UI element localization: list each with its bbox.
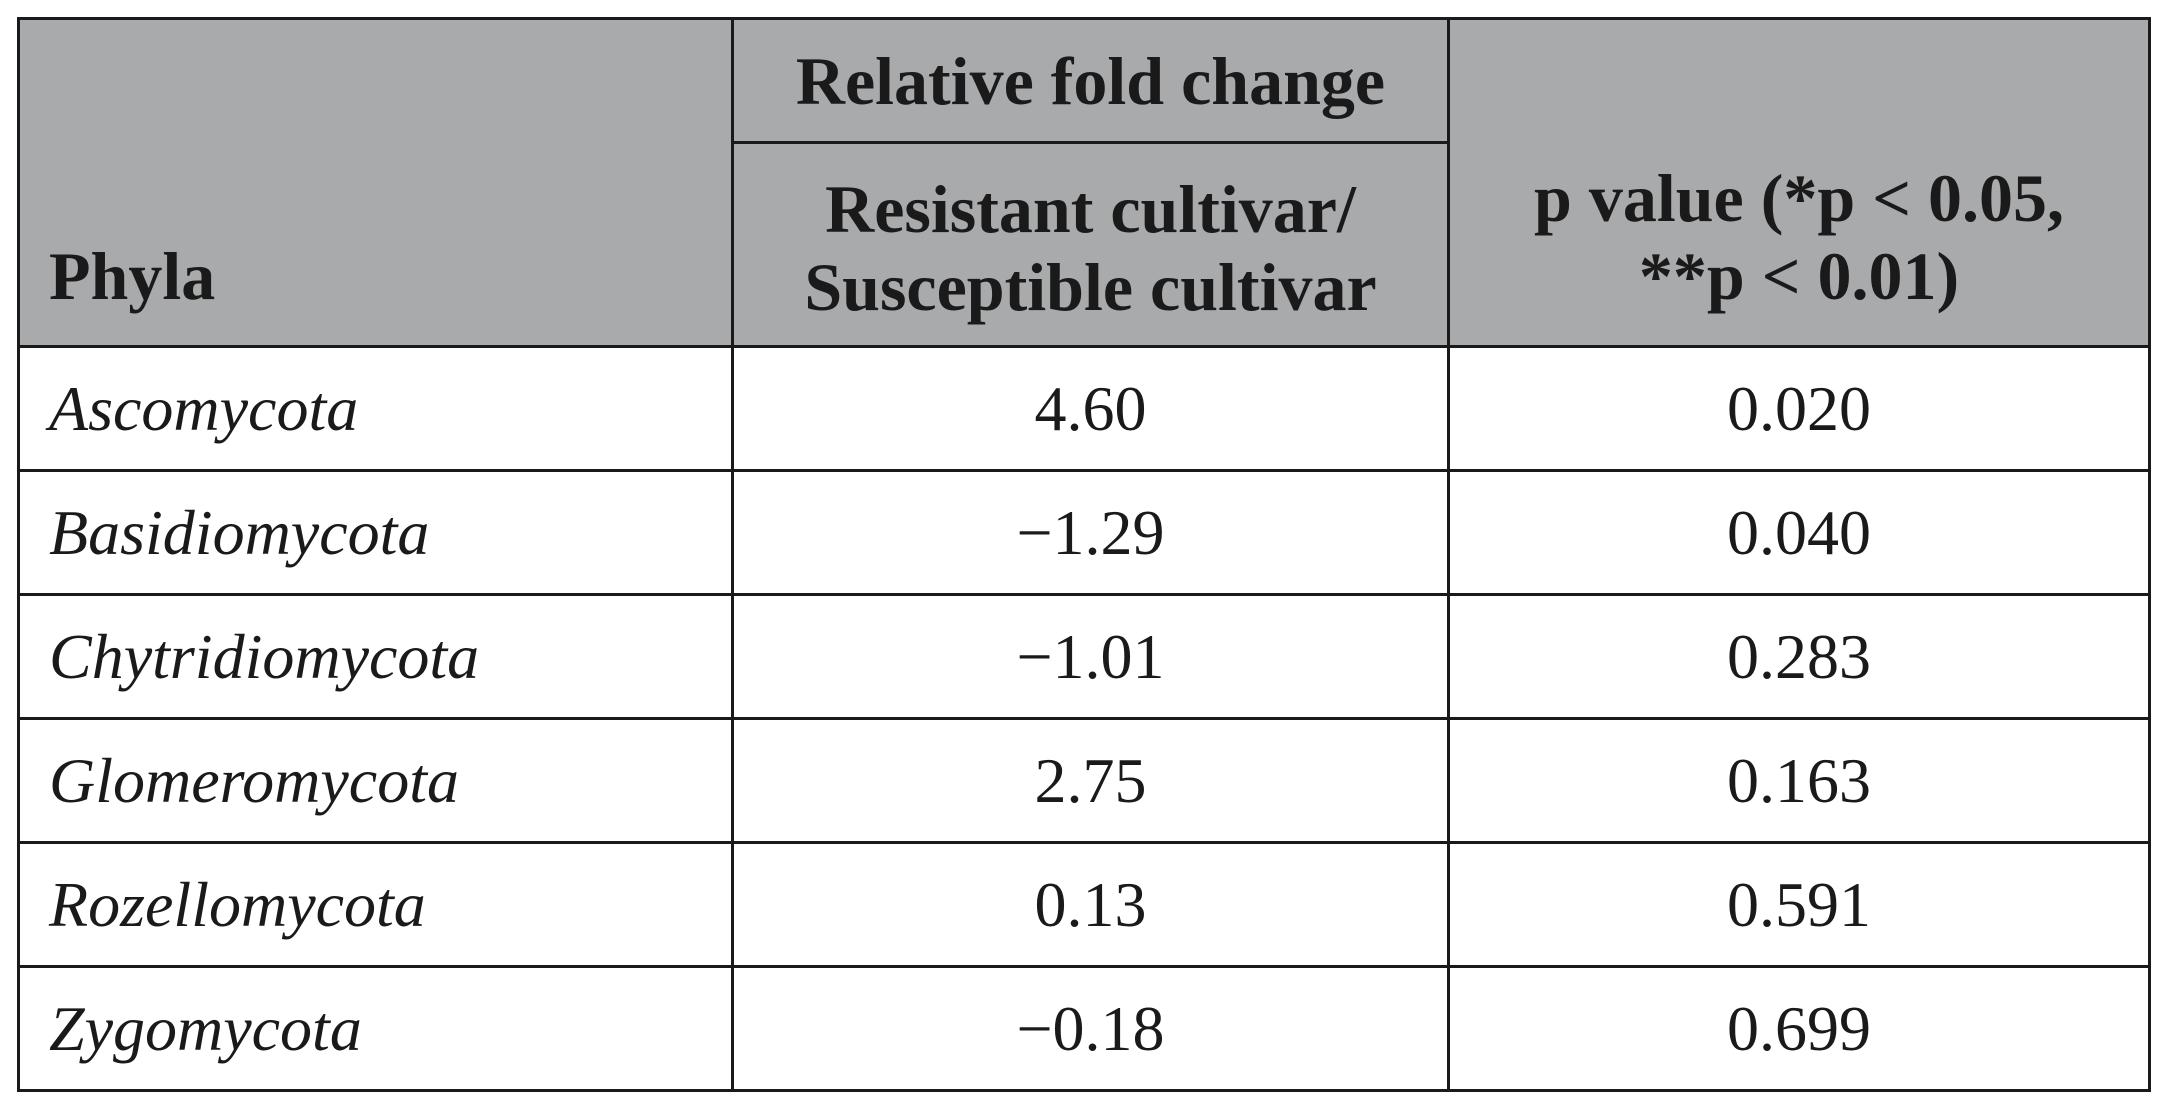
cell-phylum: Glomeromycota — [17, 717, 734, 844]
header-p-value: p value (*p < 0.05, **p < 0.01) — [1447, 17, 2151, 348]
header-sub-line2: Susceptible cultivar — [804, 248, 1377, 325]
cell-p-value: 0.040 — [1447, 469, 2151, 596]
fold-change-table: Phyla Relative fold change p value (*p <… — [17, 17, 2151, 1092]
table-row: Chytridiomycota −1.01 0.283 — [17, 593, 2151, 720]
table-header: Phyla Relative fold change p value (*p <… — [17, 17, 2151, 348]
table-row: Ascomycota 4.60 0.020 — [17, 345, 2151, 472]
header-p-value-line1: p value (*p < 0.05, — [1534, 160, 2064, 236]
header-sub-line1: Resistant cultivar/ — [825, 170, 1356, 247]
data-table-container: Phyla Relative fold change p value (*p <… — [17, 17, 2151, 1092]
cell-phylum: Basidiomycota — [17, 469, 734, 596]
table-row: Zygomycota −0.18 0.699 — [17, 965, 2151, 1092]
cell-p-value: 0.283 — [1447, 593, 2151, 720]
table-row: Glomeromycota 2.75 0.163 — [17, 717, 2151, 844]
table-body: Ascomycota 4.60 0.020 Basidiomycota −1.2… — [17, 345, 2151, 1092]
cell-phylum: Rozellomycota — [17, 841, 734, 968]
header-p-value-line2: **p < 0.01) — [1638, 238, 1960, 314]
cell-fold-change: 4.60 — [731, 345, 1450, 472]
cell-phylum: Ascomycota — [17, 345, 734, 472]
cell-phylum: Chytridiomycota — [17, 593, 734, 720]
cell-p-value: 0.699 — [1447, 965, 2151, 1092]
cell-p-value: 0.163 — [1447, 717, 2151, 844]
cell-fold-change: 2.75 — [731, 717, 1450, 844]
cell-p-value: 0.020 — [1447, 345, 2151, 472]
cell-fold-change: 0.13 — [731, 841, 1450, 968]
cell-fold-change: −1.01 — [731, 593, 1450, 720]
header-relative-fold-change: Relative fold change — [731, 17, 1450, 144]
header-phyla: Phyla — [17, 17, 734, 348]
cell-fold-change: −0.18 — [731, 965, 1450, 1092]
cell-p-value: 0.591 — [1447, 841, 2151, 968]
table-row: Basidiomycota −1.29 0.040 — [17, 469, 2151, 596]
table-row: Rozellomycota 0.13 0.591 — [17, 841, 2151, 968]
header-resistant-susceptible: Resistant cultivar/ Susceptible cultivar — [731, 141, 1450, 348]
cell-phylum: Zygomycota — [17, 965, 734, 1092]
cell-fold-change: −1.29 — [731, 469, 1450, 596]
